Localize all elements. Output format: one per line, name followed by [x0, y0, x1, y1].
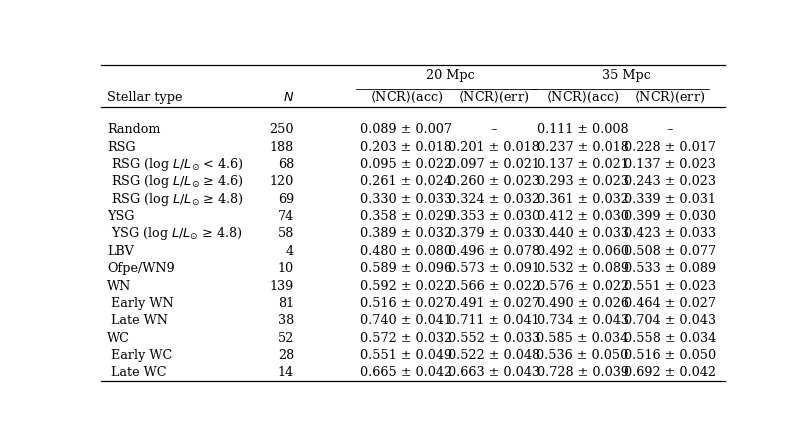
Text: 0.339 ± 0.031: 0.339 ± 0.031	[624, 193, 716, 206]
Text: 0.324 ± 0.032: 0.324 ± 0.032	[448, 193, 539, 206]
Text: 0.692 ± 0.042: 0.692 ± 0.042	[624, 366, 716, 379]
Text: RSG (log $L/L_{\odot}$ ≥ 4.8): RSG (log $L/L_{\odot}$ ≥ 4.8)	[107, 191, 243, 208]
Text: Stellar type: Stellar type	[107, 91, 183, 103]
Text: 188: 188	[270, 141, 294, 154]
Text: Late WC: Late WC	[107, 366, 167, 379]
Text: 0.399 ± 0.030: 0.399 ± 0.030	[624, 210, 716, 223]
Text: 0.516 ± 0.027: 0.516 ± 0.027	[361, 297, 452, 310]
Text: 0.440 ± 0.033: 0.440 ± 0.033	[537, 228, 629, 240]
Text: 0.201 ± 0.018: 0.201 ± 0.018	[448, 141, 539, 154]
Text: 0.330 ± 0.033: 0.330 ± 0.033	[361, 193, 452, 206]
Text: 0.566 ± 0.022: 0.566 ± 0.022	[448, 279, 539, 293]
Text: RSG: RSG	[107, 141, 135, 154]
Text: 0.491 ± 0.027: 0.491 ± 0.027	[448, 297, 539, 310]
Text: 0.665 ± 0.042: 0.665 ± 0.042	[361, 366, 452, 379]
Text: 0.516 ± 0.050: 0.516 ± 0.050	[624, 349, 716, 362]
Text: 0.492 ± 0.060: 0.492 ± 0.060	[537, 245, 629, 258]
Text: $\langle$NCR$\rangle$(err): $\langle$NCR$\rangle$(err)	[634, 90, 705, 105]
Text: 0.522 ± 0.048: 0.522 ± 0.048	[448, 349, 539, 362]
Text: 0.508 ± 0.077: 0.508 ± 0.077	[624, 245, 716, 258]
Text: LBV: LBV	[107, 245, 134, 258]
Text: 0.412 ± 0.030: 0.412 ± 0.030	[537, 210, 629, 223]
Text: Ofpe/WN9: Ofpe/WN9	[107, 262, 175, 275]
Text: 250: 250	[270, 123, 294, 136]
Text: 0.111 ± 0.008: 0.111 ± 0.008	[537, 123, 629, 136]
Text: 0.589 ± 0.096: 0.589 ± 0.096	[361, 262, 452, 275]
Text: 0.734 ± 0.043: 0.734 ± 0.043	[537, 314, 629, 327]
Text: 0.389 ± 0.032: 0.389 ± 0.032	[361, 228, 452, 240]
Text: 0.423 ± 0.033: 0.423 ± 0.033	[624, 228, 716, 240]
Text: 0.496 ± 0.078: 0.496 ± 0.078	[448, 245, 539, 258]
Text: –: –	[490, 123, 497, 136]
Text: 0.243 ± 0.023: 0.243 ± 0.023	[624, 175, 716, 188]
Text: 0.536 ± 0.050: 0.536 ± 0.050	[536, 349, 629, 362]
Text: 0.480 ± 0.080: 0.480 ± 0.080	[361, 245, 452, 258]
Text: 0.137 ± 0.021: 0.137 ± 0.021	[537, 158, 629, 171]
Text: Late WN: Late WN	[107, 314, 168, 327]
Text: 0.663 ± 0.043: 0.663 ± 0.043	[448, 366, 539, 379]
Text: YSG: YSG	[107, 210, 134, 223]
Text: YSG (log $L/L_{\odot}$ ≥ 4.8): YSG (log $L/L_{\odot}$ ≥ 4.8)	[107, 225, 242, 242]
Text: 0.704 ± 0.043: 0.704 ± 0.043	[624, 314, 716, 327]
Text: 0.358 ± 0.029: 0.358 ± 0.029	[361, 210, 452, 223]
Text: 0.237 ± 0.018: 0.237 ± 0.018	[537, 141, 629, 154]
Text: 0.361 ± 0.032: 0.361 ± 0.032	[537, 193, 629, 206]
Text: 0.585 ± 0.034: 0.585 ± 0.034	[536, 332, 629, 345]
Text: $N$: $N$	[283, 91, 294, 103]
Text: 0.089 ± 0.007: 0.089 ± 0.007	[361, 123, 452, 136]
Text: 0.551 ± 0.023: 0.551 ± 0.023	[624, 279, 716, 293]
Text: 0.573 ± 0.091: 0.573 ± 0.091	[448, 262, 539, 275]
Text: 69: 69	[278, 193, 294, 206]
Text: 0.490 ± 0.026: 0.490 ± 0.026	[537, 297, 629, 310]
Text: $\langle$NCR$\rangle$(err): $\langle$NCR$\rangle$(err)	[458, 90, 530, 105]
Text: 0.558 ± 0.034: 0.558 ± 0.034	[624, 332, 716, 345]
Text: 120: 120	[270, 175, 294, 188]
Text: 0.551 ± 0.049: 0.551 ± 0.049	[361, 349, 452, 362]
Text: 139: 139	[270, 279, 294, 293]
Text: 35 Mpc: 35 Mpc	[602, 69, 650, 82]
Text: WC: WC	[107, 332, 130, 345]
Text: 4: 4	[286, 245, 294, 258]
Text: 0.592 ± 0.022: 0.592 ± 0.022	[361, 279, 452, 293]
Text: 52: 52	[278, 332, 294, 345]
Text: 0.228 ± 0.017: 0.228 ± 0.017	[624, 141, 716, 154]
Text: 0.260 ± 0.023: 0.260 ± 0.023	[448, 175, 539, 188]
Text: 0.533 ± 0.089: 0.533 ± 0.089	[624, 262, 716, 275]
Text: 0.740 ± 0.041: 0.740 ± 0.041	[361, 314, 452, 327]
Text: Early WC: Early WC	[107, 349, 172, 362]
Text: 81: 81	[278, 297, 294, 310]
Text: 0.576 ± 0.022: 0.576 ± 0.022	[536, 279, 629, 293]
Text: 14: 14	[278, 366, 294, 379]
Text: 0.552 ± 0.033: 0.552 ± 0.033	[448, 332, 540, 345]
Text: 74: 74	[278, 210, 294, 223]
Text: 38: 38	[278, 314, 294, 327]
Text: Early WN: Early WN	[107, 297, 174, 310]
Text: 0.464 ± 0.027: 0.464 ± 0.027	[624, 297, 716, 310]
Text: 0.728 ± 0.039: 0.728 ± 0.039	[537, 366, 629, 379]
Text: 0.353 ± 0.030: 0.353 ± 0.030	[448, 210, 539, 223]
Text: RSG (log $L/L_{\odot}$ < 4.6): RSG (log $L/L_{\odot}$ < 4.6)	[107, 156, 244, 173]
Text: 10: 10	[278, 262, 294, 275]
Text: 0.379 ± 0.033: 0.379 ± 0.033	[448, 228, 539, 240]
Text: Random: Random	[107, 123, 160, 136]
Text: 0.293 ± 0.023: 0.293 ± 0.023	[537, 175, 629, 188]
Text: 68: 68	[278, 158, 294, 171]
Text: $\langle$NCR$\rangle$(acc): $\langle$NCR$\rangle$(acc)	[546, 90, 619, 105]
Text: 0.095 ± 0.022: 0.095 ± 0.022	[361, 158, 452, 171]
Text: 0.137 ± 0.023: 0.137 ± 0.023	[624, 158, 716, 171]
Text: 0.203 ± 0.018: 0.203 ± 0.018	[361, 141, 452, 154]
Text: 0.711 ± 0.041: 0.711 ± 0.041	[448, 314, 539, 327]
Text: $\langle$NCR$\rangle$(acc): $\langle$NCR$\rangle$(acc)	[369, 90, 443, 105]
Text: 0.532 ± 0.089: 0.532 ± 0.089	[536, 262, 629, 275]
Text: –: –	[667, 123, 673, 136]
Text: 58: 58	[278, 228, 294, 240]
Text: 0.261 ± 0.024: 0.261 ± 0.024	[361, 175, 452, 188]
Text: RSG (log $L/L_{\odot}$ ≥ 4.6): RSG (log $L/L_{\odot}$ ≥ 4.6)	[107, 173, 244, 191]
Text: 28: 28	[278, 349, 294, 362]
Text: 0.097 ± 0.021: 0.097 ± 0.021	[448, 158, 539, 171]
Text: 0.572 ± 0.032: 0.572 ± 0.032	[361, 332, 452, 345]
Text: 20 Mpc: 20 Mpc	[426, 69, 474, 82]
Text: WN: WN	[107, 279, 131, 293]
